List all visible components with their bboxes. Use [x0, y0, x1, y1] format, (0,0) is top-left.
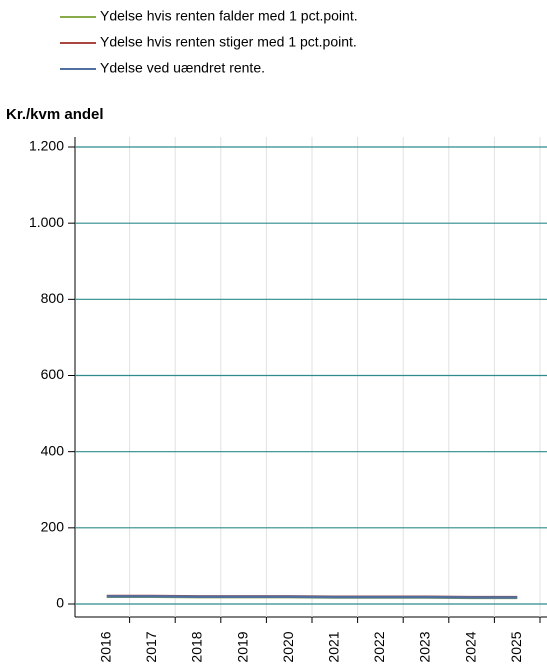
y-tick-label: 1.200 [29, 138, 64, 154]
x-tick-label: 2020 [280, 631, 296, 662]
x-tick-label: 2022 [371, 631, 387, 662]
x-tick-label: 2021 [326, 631, 342, 662]
x-tick-label: 2018 [189, 631, 205, 662]
x-tick-label: 2024 [462, 631, 478, 662]
y-tick-label: 400 [41, 442, 65, 458]
y-tick-label: 200 [41, 519, 65, 535]
legend-label: Ydelse hvis renten stiger med 1 pct.poin… [100, 34, 357, 50]
legend-label: Ydelse ved uændret rente. [100, 60, 265, 76]
y-tick-label: 1.000 [29, 214, 64, 230]
y-tick-label: 800 [41, 290, 65, 306]
x-tick-label: 2025 [508, 631, 524, 662]
y-tick-label: 0 [56, 595, 64, 611]
y-tick-label: 600 [41, 366, 65, 382]
x-tick-label: 2023 [417, 631, 433, 662]
series-line [106, 595, 518, 599]
x-tick-label: 2019 [234, 631, 250, 662]
legend-label: Ydelse hvis renten falder med 1 pct.poin… [100, 8, 358, 24]
x-tick-label: 2017 [143, 631, 159, 662]
y-axis-label: Kr./kvm andel [6, 106, 104, 123]
x-tick-label: 2016 [98, 631, 114, 662]
